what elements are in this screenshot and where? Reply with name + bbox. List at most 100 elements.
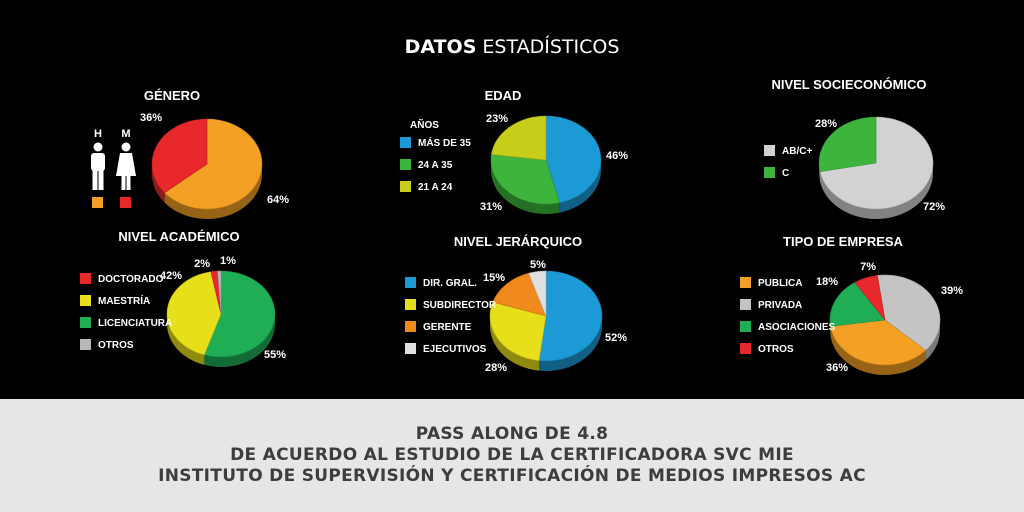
slice-label: 18%	[816, 276, 838, 288]
legend: PUBLICA PRIVADA ASOCIACIONES OTROS	[740, 277, 836, 355]
legend-label: OTROS	[758, 344, 794, 355]
legend-label: LICENCIATURA	[98, 318, 172, 329]
slice-label: 42%	[160, 270, 182, 282]
woman-icon	[116, 142, 136, 190]
legend-swatch	[405, 321, 416, 332]
slice-label: 36%	[140, 112, 162, 124]
pie-depth-licenciatura	[204, 314, 275, 367]
pie-depth	[167, 314, 275, 367]
legend-swatch	[80, 339, 91, 350]
legend-label: OTROS	[98, 340, 134, 351]
legend-label: 21 A 24	[418, 182, 453, 193]
pie-depth	[152, 164, 262, 220]
legend-label: PUBLICA	[758, 278, 802, 289]
legend-swatch	[405, 277, 416, 288]
slice-label: 28%	[815, 118, 837, 130]
legend-swatch	[740, 343, 751, 354]
legend-swatch	[405, 343, 416, 354]
legend-label: GERENTE	[423, 322, 472, 333]
pie-slice-m	[151, 118, 208, 194]
legend-swatch	[80, 295, 91, 306]
pie-depth	[490, 316, 602, 372]
legend-label: EJECUTIVOS	[423, 344, 487, 355]
pie-depth	[491, 160, 601, 214]
legend-swatch	[400, 159, 411, 170]
pie-slice-c	[818, 116, 877, 172]
page-title-rest: ESTADÍSTICOS	[476, 36, 620, 58]
chart-title: NIVEL ACADÉMICO	[118, 229, 239, 244]
pie-slice-21-a-24	[491, 115, 547, 161]
legend: DOCTORADO MAESTRÍA LICENCIATURA OTROS	[80, 273, 172, 351]
pie-slice-licenciatura	[203, 270, 276, 358]
chart-title: NIVEL JERÁRQUICO	[454, 234, 582, 249]
chart-empresa: TIPO DE EMPRESA 39% 36% 18% 7% PUBLICA PRIVADA…	[740, 234, 963, 376]
charts-canvas: GÉNERO 64% 36% EDAD 46% 31% 23% AÑOS MÁS DE 35 24…	[80, 77, 963, 376]
pie-slice-asociaciones	[829, 281, 886, 327]
slice-label: 46%	[606, 150, 628, 162]
slice-label: 7%	[860, 261, 876, 273]
legend-label: 24 A 35	[418, 160, 453, 171]
slice-label: 55%	[264, 349, 286, 361]
legend-title: AÑOS	[410, 118, 439, 131]
legend: MÁS DE 35 24 A 35 21 A 24	[400, 136, 471, 193]
slice-label: 39%	[941, 285, 963, 297]
pie-depth-m-s-de-35	[559, 160, 601, 213]
pie-slice-subdirector	[489, 301, 547, 361]
female-label: M	[121, 128, 130, 140]
legend-swatch	[400, 181, 411, 192]
legend-swatch	[740, 277, 751, 288]
legend-swatch	[405, 299, 416, 310]
legend-swatch	[400, 137, 411, 148]
female-swatch	[120, 197, 131, 208]
pie-slice-gerente	[492, 272, 547, 317]
slice-label: 72%	[923, 201, 945, 213]
legend-swatch	[764, 167, 775, 178]
footer-line-1: PASS ALONG DE 4.8	[415, 424, 609, 444]
pie-slice-h	[164, 118, 263, 210]
slice-label: 28%	[485, 362, 507, 374]
footer-line-2: DE ACUERDO AL ESTUDIO DE LA CERTIFICADOR…	[230, 445, 794, 465]
pie-depth-m	[152, 164, 165, 203]
slice-label: 23%	[486, 113, 508, 125]
chart-genero: GÉNERO 64% 36%	[140, 88, 289, 220]
legend-swatch	[740, 321, 751, 332]
legend-label: DIR. GRAL.	[423, 278, 477, 289]
slice-label: 52%	[605, 332, 627, 344]
legend-label: MAESTRÍA	[98, 294, 150, 307]
pie-slice-ejecutivos	[528, 270, 547, 317]
pie-slice-privada	[876, 274, 941, 351]
pie-slice-otros	[217, 270, 222, 315]
legend-swatch	[80, 317, 91, 328]
legend-label: DOCTORADO	[98, 274, 164, 285]
slice-label: 31%	[480, 201, 502, 213]
chart-title: TIPO DE EMPRESA	[783, 234, 904, 249]
pie-depth-privada	[925, 320, 940, 361]
pie-slice-ab-c-	[819, 116, 934, 210]
legend-swatch	[740, 299, 751, 310]
legend-label: C	[782, 168, 789, 179]
man-icon	[91, 142, 105, 190]
chart-title: GÉNERO	[144, 88, 200, 103]
chart-jerarquico: NIVEL JERÁRQUICO 52% 28% 15% 5% DIR. GRAL. SUB…	[405, 234, 627, 374]
legend-swatch	[764, 145, 775, 156]
pie-slice-m-s-de-35	[545, 115, 602, 203]
legend-label: PRIVADA	[758, 300, 802, 311]
pie-depth-dir-gral-	[538, 316, 602, 372]
pie-depth-24-a-35	[491, 160, 560, 214]
pie-depth-maestr-a	[167, 314, 205, 365]
footer-line-3: INSTITUTO DE SUPERVISIÓN Y CERTIFICACIÓN…	[158, 466, 866, 486]
slice-label: 36%	[826, 362, 848, 374]
page-title: DATOS ESTADÍSTICOS	[0, 36, 1024, 58]
male-swatch	[92, 197, 103, 208]
legend-label: ASOCIACIONES	[758, 322, 836, 333]
slice-label: 15%	[483, 272, 505, 284]
pie-depth-ab-c-	[820, 163, 933, 220]
pie-slice-dir-gral-	[538, 270, 603, 362]
legend: DIR. GRAL. SUBDIRECTOR GERENTE EJECUTIVOS	[405, 277, 497, 355]
pie-slice-maestr-a	[166, 271, 222, 356]
chart-edad: EDAD 46% 31% 23% AÑOS MÁS DE 35 24 A 35 21 A 24	[400, 88, 628, 214]
pie-depth-publica	[830, 326, 926, 376]
chart-title: NIVEL SOCIECONÓMICO	[771, 77, 926, 92]
